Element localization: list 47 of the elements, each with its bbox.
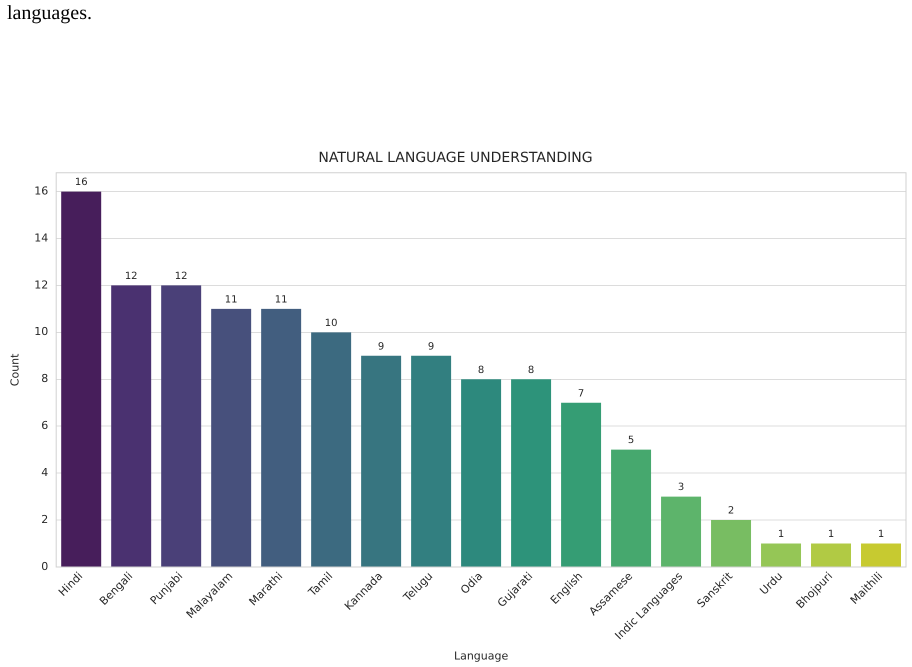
bar [561, 402, 602, 566]
y-tick-label: 16 [34, 184, 48, 198]
bar [211, 308, 252, 566]
y-tick-label: 14 [34, 231, 48, 244]
data-label: 1 [778, 529, 784, 540]
y-tick-label: 8 [41, 372, 48, 386]
bar [61, 192, 102, 566]
data-label: 16 [74, 177, 88, 188]
bar [861, 543, 901, 566]
data-label: 2 [728, 506, 734, 517]
bar [761, 543, 802, 566]
y-tick-label: 10 [34, 325, 48, 338]
bar [511, 379, 552, 566]
data-label: 11 [274, 294, 288, 306]
bar [311, 332, 352, 566]
data-label: 12 [174, 271, 188, 282]
data-label: 8 [528, 364, 534, 376]
chart-title: NATURAL LANGUAGE UNDERSTANDING [318, 150, 593, 166]
bar [611, 450, 652, 566]
data-label: 10 [324, 318, 338, 329]
bar [361, 356, 402, 566]
text: languages. [7, 2, 92, 25]
y-tick-label: 0 [41, 560, 48, 573]
bar [711, 520, 752, 566]
data-label: 9 [378, 341, 384, 352]
data-label: 12 [124, 271, 138, 282]
bar [461, 379, 502, 566]
data-label: 8 [478, 364, 484, 376]
data-label: 5 [628, 435, 634, 446]
data-label: 3 [678, 482, 684, 494]
bar [661, 496, 702, 566]
data-label: 11 [224, 294, 238, 306]
data-label: 1 [878, 529, 884, 540]
y-tick-label: 4 [41, 466, 48, 479]
bar [261, 308, 302, 566]
data-label: 9 [428, 341, 434, 352]
y-tick-label: 2 [41, 512, 48, 526]
data-label: 7 [578, 388, 584, 400]
bar [411, 356, 452, 566]
bar [161, 285, 202, 566]
y-axis-title: Count [8, 352, 22, 386]
x-axis-title: Language [454, 649, 508, 662]
bar [811, 543, 852, 566]
y-tick-label: 6 [41, 419, 48, 432]
data-label: 1 [828, 529, 834, 540]
y-tick-label: 12 [34, 278, 48, 292]
bar [111, 285, 152, 566]
